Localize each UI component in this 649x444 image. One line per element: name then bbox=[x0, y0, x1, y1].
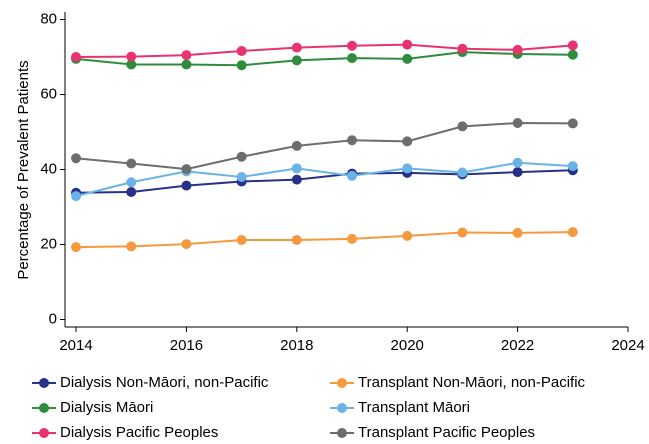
data-point bbox=[71, 52, 82, 62]
legend-marker bbox=[39, 378, 49, 388]
data-point bbox=[347, 53, 358, 64]
y-tick-label: 60 bbox=[40, 85, 57, 102]
series-line bbox=[75, 161, 573, 198]
data-point bbox=[291, 163, 302, 174]
data-point bbox=[236, 172, 247, 182]
data-point bbox=[347, 40, 358, 51]
legend-marker bbox=[39, 403, 49, 413]
data-point bbox=[291, 55, 302, 66]
data-point bbox=[457, 121, 468, 132]
x-tick-label: 2018 bbox=[280, 337, 313, 354]
series-line bbox=[76, 43, 573, 58]
legend-marker bbox=[337, 403, 347, 413]
y-tick-label: 80 bbox=[40, 10, 57, 27]
data-point bbox=[402, 136, 413, 147]
data-point bbox=[126, 241, 137, 252]
data-point bbox=[512, 118, 523, 128]
data-point bbox=[126, 177, 137, 188]
legend-label: Dialysis Māori bbox=[60, 399, 153, 416]
legend-label: Transplant Non-Māori, non-Pacific bbox=[358, 374, 586, 391]
series-line bbox=[76, 169, 573, 194]
data-point bbox=[567, 161, 578, 172]
data-point bbox=[457, 227, 468, 238]
data-point bbox=[71, 153, 82, 164]
legend-marker bbox=[337, 428, 347, 438]
data-point bbox=[512, 227, 523, 238]
data-point bbox=[402, 163, 413, 174]
data-point bbox=[126, 59, 137, 70]
legend-label: Transplant Māori bbox=[358, 399, 470, 416]
data-point bbox=[512, 44, 523, 55]
data-point bbox=[512, 157, 523, 168]
data-point bbox=[402, 53, 413, 64]
data-point bbox=[402, 230, 413, 241]
data-point bbox=[181, 239, 192, 250]
data-point bbox=[347, 135, 358, 146]
x-tick-label: 2024 bbox=[611, 337, 644, 354]
data-point bbox=[71, 242, 82, 253]
legend-marker bbox=[39, 428, 49, 438]
data-point bbox=[236, 235, 247, 245]
y-tick-label: 0 bbox=[49, 310, 57, 327]
data-point bbox=[457, 43, 468, 54]
x-tick-label: 2014 bbox=[59, 337, 92, 354]
data-point bbox=[181, 180, 192, 191]
data-point bbox=[71, 191, 82, 202]
y-axis-label: Percentage of Prevalent Patients bbox=[15, 60, 32, 279]
data-point bbox=[567, 118, 578, 129]
legend-marker bbox=[337, 378, 347, 388]
data-point bbox=[236, 60, 247, 71]
y-tick-label: 40 bbox=[40, 160, 57, 177]
data-point bbox=[181, 164, 192, 175]
data-point bbox=[291, 174, 302, 185]
data-point bbox=[567, 49, 578, 60]
legend-label: Dialysis Pacific Peoples bbox=[60, 424, 218, 441]
series-line bbox=[75, 121, 573, 171]
y-tick-label: 20 bbox=[40, 235, 57, 252]
data-point bbox=[236, 46, 247, 56]
legend-label: Dialysis Non-Māori, non-Pacific bbox=[60, 374, 269, 391]
data-point bbox=[567, 40, 578, 51]
series-line bbox=[75, 51, 573, 67]
data-point bbox=[126, 187, 137, 197]
series-line bbox=[76, 231, 573, 249]
data-point bbox=[347, 170, 358, 181]
data-point bbox=[347, 233, 358, 244]
data-point bbox=[512, 167, 523, 178]
data-point bbox=[181, 50, 192, 61]
x-tick-label: 2016 bbox=[170, 337, 203, 354]
data-point bbox=[291, 140, 302, 151]
data-point bbox=[126, 51, 137, 62]
data-point bbox=[126, 158, 137, 169]
data-point bbox=[291, 235, 302, 245]
x-tick-label: 2020 bbox=[391, 337, 424, 354]
data-point bbox=[402, 39, 413, 50]
data-point bbox=[457, 167, 468, 178]
data-point bbox=[567, 227, 578, 238]
legend-label: Transplant Pacific Peoples bbox=[358, 424, 535, 441]
data-point bbox=[181, 59, 192, 70]
data-point bbox=[236, 151, 247, 162]
x-tick-label: 2022 bbox=[501, 337, 534, 354]
data-point bbox=[291, 42, 302, 53]
